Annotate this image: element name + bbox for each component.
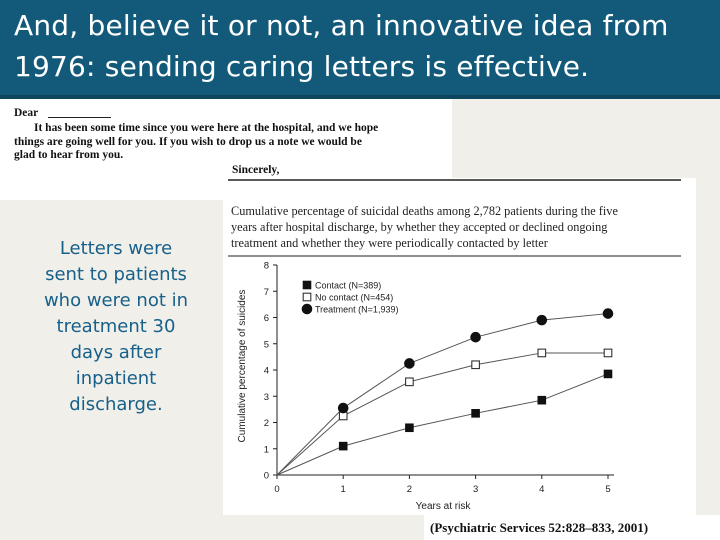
data-point-series-2 [404,358,415,369]
data-point-series-1 [537,348,547,358]
legend-marker-2 [301,303,313,315]
data-point-series-0 [603,369,613,379]
name-blank-line [48,107,111,118]
data-point-series-0 [471,409,480,418]
y-tick-label: 8 [264,261,269,272]
data-point-series-2 [602,308,614,319]
x-tick-label: 0 [274,484,279,495]
left-text-line: Letters were [59,238,173,259]
legend-label-1: No contact (N=454) [315,293,393,303]
data-point-series-2 [337,402,349,414]
y-tick-label: 6 [264,313,269,324]
x-tick-label: 2 [407,484,412,495]
left-text-line: sent to patients [45,264,187,285]
y-axis-label: Cumulative percentage of suicides [237,290,248,443]
left-text-line: discharge. [69,394,163,415]
y-tick-label: 7 [264,287,269,298]
chart-title-line-1: Cumulative percentage of suicidal deaths… [231,204,618,218]
data-point-series-2 [470,331,481,343]
data-point-series-0 [405,423,414,433]
series-line-0 [276,373,609,476]
letter-line-1: It has been some time since you were her… [34,122,379,134]
chart-title-line-3: treatment and whether they were periodic… [231,236,548,250]
left-text-line: days after [70,342,162,363]
data-point-series-0 [537,395,547,405]
series-line-2 [276,313,609,476]
letter-salutation: Dear [14,107,39,119]
slide-title-line-1: And, believe it or not, an innovative id… [14,9,669,42]
letter-line-2: things are going well for you. If you wi… [14,136,362,148]
legend-marker-1 [302,292,312,302]
data-point-series-0 [338,441,348,451]
y-tick-label: 1 [264,444,269,455]
data-point-series-2 [536,314,548,326]
legend-label-2: Treatment (N=1,939) [315,305,398,315]
y-tick-label: 0 [264,471,269,482]
legend-label-0: Contact (N=389) [315,281,381,291]
left-text-line: inpatient [75,368,157,389]
legend-marker-0 [302,280,312,290]
y-tick-label: 4 [264,366,269,377]
data-point-series-1 [405,377,414,387]
x-tick-label: 4 [539,484,544,495]
letter-line-3: glad to hear from you. [14,149,124,161]
chart-title-line-2: years after hospital discharge, by wheth… [231,220,607,234]
left-text-line: treatment 30 [56,316,176,337]
series-line-1 [276,352,608,476]
chart-panel: Cumulative percentage of suicidal deaths… [223,178,696,515]
x-axis-label: Years at risk [416,501,472,512]
x-tick-label: 3 [473,484,478,495]
title-bar: And, believe it or not, an innovative id… [0,0,720,99]
x-tick-label: 5 [605,484,610,495]
y-tick-label: 3 [264,392,269,403]
left-text-line: who were not in [43,290,189,311]
suicide-rate-chart: Cumulative percentage of suicidal deaths… [228,179,681,512]
letter-closing: Sincerely, [232,164,280,176]
data-point-series-1 [471,360,480,370]
data-point-series-1 [603,348,613,358]
x-tick-label: 1 [341,484,346,495]
citation: (Psychiatric Services 52:828–833, 2001) [424,515,720,540]
y-tick-label: 5 [264,339,269,350]
y-tick-label: 2 [264,418,269,429]
slide-title-line-2: 1976: sending caring letters is effectiv… [14,50,590,83]
left-explanation: Letters were sent to patients who were n… [30,236,202,418]
